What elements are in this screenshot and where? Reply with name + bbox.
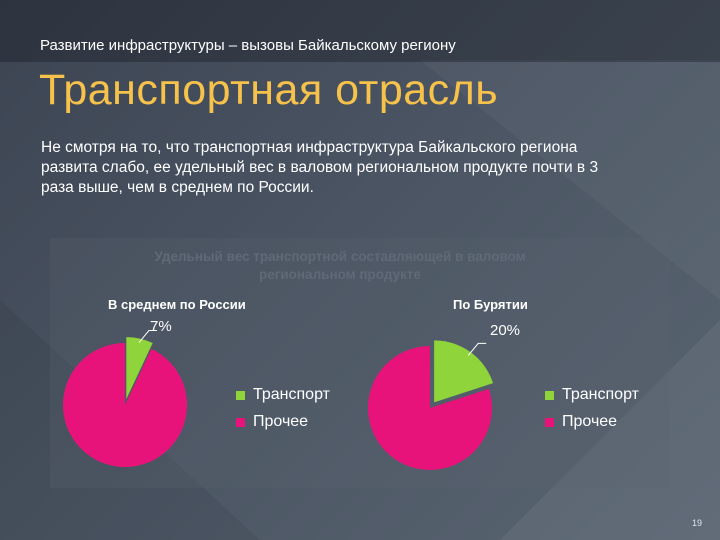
legend-label-other: Прочее bbox=[253, 413, 309, 430]
pie-slice-transport bbox=[434, 340, 494, 403]
chart-title: Удельный вес транспортной составляющей в… bbox=[154, 249, 526, 282]
legend-item-transport-russia: Транспорт bbox=[236, 386, 330, 404]
pie-leader-line bbox=[138, 330, 157, 343]
pie-chart-buryatia bbox=[368, 340, 494, 470]
legend-label-transport: Транспорт bbox=[253, 386, 330, 403]
slide-subtitle: Развитие инфраструктуры – вызовы Байкаль… bbox=[40, 37, 456, 54]
pie-title-russia: В среднем по России bbox=[108, 297, 246, 312]
legend-label-other: Прочее bbox=[562, 413, 618, 430]
legend-item-other-buryatia: Прочее bbox=[545, 413, 617, 431]
legend-swatch-transport bbox=[236, 390, 245, 400]
pie-value-label-buryatia: 20% bbox=[490, 322, 521, 339]
legend-swatch-transport bbox=[545, 390, 554, 400]
legend-swatch-other bbox=[545, 417, 554, 427]
pie-slice-other bbox=[368, 346, 492, 470]
pie-leader-line bbox=[467, 342, 487, 356]
slide-body-text: Не смотря на то, что транспортная инфрас… bbox=[41, 139, 599, 196]
legend-swatch-other bbox=[236, 417, 245, 427]
page-number: 19 bbox=[691, 518, 702, 528]
pie-slice-other bbox=[63, 343, 187, 467]
pie-value-label-russia: 7% bbox=[150, 318, 172, 335]
legend-item-other-russia: Прочее bbox=[236, 413, 308, 431]
pie-title-buryatia: По Бурятии bbox=[453, 297, 528, 312]
legend-item-transport-buryatia: Транспорт bbox=[545, 386, 639, 404]
legend-label-transport: Транспорт bbox=[562, 386, 639, 403]
pie-chart-russia bbox=[63, 330, 187, 467]
pie-slice-transport bbox=[126, 337, 153, 400]
header-bar bbox=[0, 0, 720, 62]
slide-title: Транспортная отрасль bbox=[39, 66, 499, 114]
